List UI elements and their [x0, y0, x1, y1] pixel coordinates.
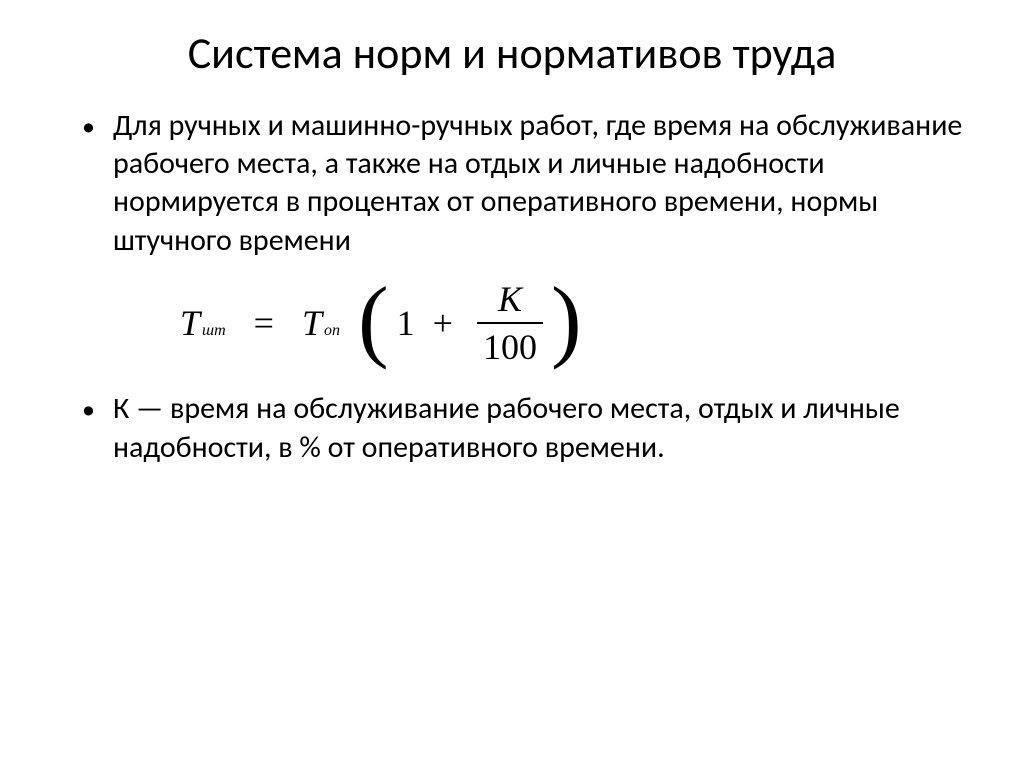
formula-plus: +	[433, 302, 453, 344]
formula-lhs-symbol: T	[180, 302, 200, 344]
bullet-dot: •	[82, 394, 95, 425]
formula-equals: =	[254, 302, 274, 344]
paragraph-2: К — время на обслуживание рабочего места…	[113, 390, 964, 467]
formula-rhs-subscript: оп	[324, 322, 340, 340]
bullet-1: • Для ручных и машинно-ручных работ, где…	[82, 107, 964, 261]
formula-fraction: К 100	[477, 278, 543, 368]
formula-lhs-subscript: шт	[202, 322, 226, 340]
formula-one: 1	[397, 302, 415, 344]
formula: T шт = T оп ( 1 + К 100 )	[180, 278, 964, 368]
slide-title: Система норм и нормативов труда	[60, 28, 964, 79]
bullet-2: • К — время на обслуживание рабочего мес…	[82, 390, 964, 467]
paragraph-1: Для ручных и машинно-ручных работ, где в…	[113, 107, 964, 261]
formula-inner: 1 + К 100	[397, 278, 543, 368]
formula-rhs-symbol: T	[302, 302, 322, 344]
bullet-dot: •	[82, 111, 95, 142]
slide: Система норм и нормативов труда • Для ру…	[0, 0, 1024, 768]
formula-numerator: К	[492, 278, 528, 322]
formula-denominator: 100	[477, 324, 543, 368]
